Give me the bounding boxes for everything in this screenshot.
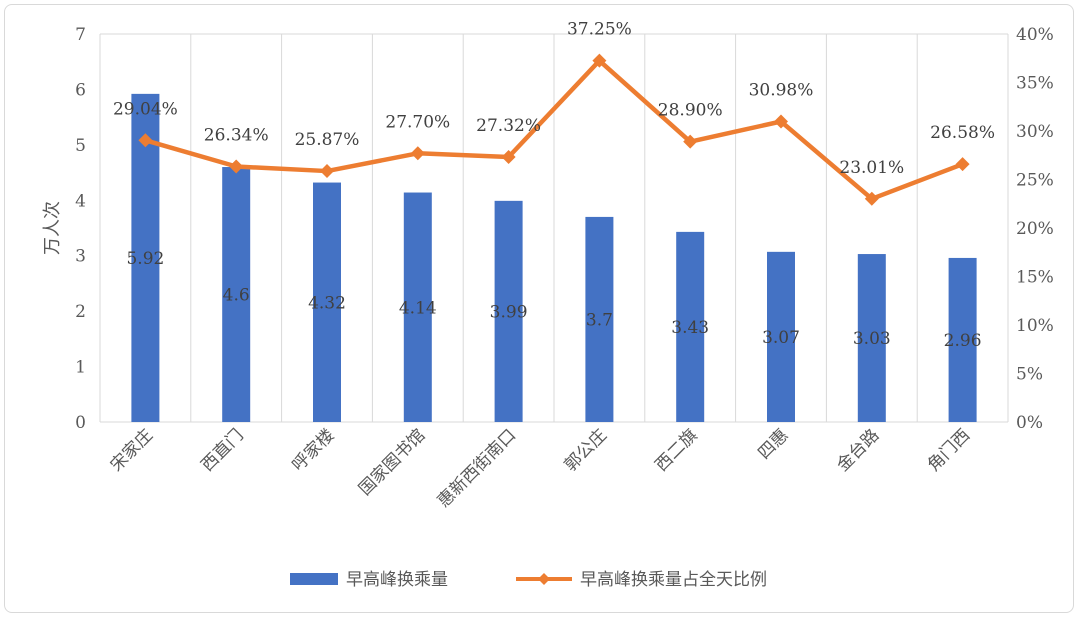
bar xyxy=(676,231,705,422)
line-point xyxy=(501,149,516,164)
line-point xyxy=(955,157,970,172)
line-point xyxy=(410,146,425,161)
y2-tick-label: 25% xyxy=(1016,171,1054,191)
line-point xyxy=(683,134,698,149)
bar xyxy=(222,167,251,422)
line-value-label: 23.01% xyxy=(839,158,904,178)
y-tick-label: 6 xyxy=(75,80,86,100)
line-series xyxy=(144,58,964,202)
legend-bar-swatch xyxy=(290,573,338,585)
x-category-label: 国家图书馆 xyxy=(355,425,429,499)
line-value-label: 29.04% xyxy=(113,99,178,119)
y2-tick-label: 5% xyxy=(1016,365,1043,385)
legend-line-label: 早高峰换乘量占全天比例 xyxy=(580,570,767,590)
legend-bar-label: 早高峰换乘量 xyxy=(346,570,448,590)
y-tick-label: 1 xyxy=(75,358,86,378)
line-point xyxy=(138,133,153,148)
line-value-label: 27.70% xyxy=(385,112,450,132)
y2-tick-label: 20% xyxy=(1016,219,1054,239)
y-tick-label: 2 xyxy=(75,302,86,322)
bar xyxy=(948,257,977,422)
bar-value-label: 3.43 xyxy=(671,318,709,338)
bar-value-label: 5.92 xyxy=(126,249,164,269)
bar xyxy=(767,251,795,422)
y2-tick-label: 40% xyxy=(1016,25,1054,45)
x-category-label: 惠新西街南口 xyxy=(434,425,520,511)
bar xyxy=(131,93,160,422)
x-category-label: 西二旗 xyxy=(652,425,702,475)
x-category-label: 角门西 xyxy=(924,425,974,475)
y2-tick-label: 0% xyxy=(1016,413,1043,433)
line-point xyxy=(320,164,334,179)
y-tick-label: 7 xyxy=(75,25,86,45)
y-tick-label: 3 xyxy=(75,247,86,267)
y-axis-title: 万人次 xyxy=(42,201,63,255)
line-point xyxy=(864,191,879,206)
x-category-label: 西直门 xyxy=(198,425,248,475)
bar xyxy=(857,254,886,422)
line-point xyxy=(592,53,607,68)
bar-value-label: 3.07 xyxy=(762,328,800,348)
line-value-label: 37.25% xyxy=(567,20,632,40)
chart-frame xyxy=(4,4,1074,613)
line-point xyxy=(774,114,788,129)
y-tick-label: 4 xyxy=(75,191,86,211)
bar-value-label: 4.6 xyxy=(223,286,250,306)
line-value-label: 26.34% xyxy=(204,126,269,146)
line-point xyxy=(229,159,244,174)
legend: 早高峰换乘量 早高峰换乘量占全天比例 xyxy=(290,570,767,590)
bar-value-label: 3.99 xyxy=(490,302,528,322)
line-value-label: 28.90% xyxy=(658,101,723,121)
bar xyxy=(403,192,432,422)
line-value-label: 26.58% xyxy=(930,123,995,143)
y2-tick-label: 15% xyxy=(1016,268,1054,288)
bar xyxy=(494,200,523,422)
y2-tick-label: 10% xyxy=(1016,316,1054,336)
legend-line-marker xyxy=(538,573,550,585)
bar-value-label: 3.03 xyxy=(853,329,891,349)
y-tick-label: 0 xyxy=(75,413,86,433)
bar-value-label: 4.32 xyxy=(308,293,346,313)
bar-value-label: 2.96 xyxy=(944,331,982,351)
x-category-label: 宋家庄 xyxy=(107,425,157,475)
bar-value-label: 4.14 xyxy=(399,298,437,318)
y2-tick-label: 35% xyxy=(1016,74,1054,94)
x-category-label: 呼家楼 xyxy=(288,425,338,475)
y-tick-label: 5 xyxy=(75,136,86,156)
bar-value-label: 3.7 xyxy=(586,310,613,330)
line-value-label: 27.32% xyxy=(476,116,541,136)
bar xyxy=(313,182,341,422)
x-category-label: 金台路 xyxy=(833,425,883,475)
line-value-label: 25.87% xyxy=(295,130,360,150)
y2-tick-label: 30% xyxy=(1016,122,1054,142)
x-category-label: 四惠 xyxy=(754,425,792,463)
bar xyxy=(585,216,614,422)
line-value-label: 30.98% xyxy=(749,80,814,100)
x-category-label: 郭公庄 xyxy=(561,425,611,475)
